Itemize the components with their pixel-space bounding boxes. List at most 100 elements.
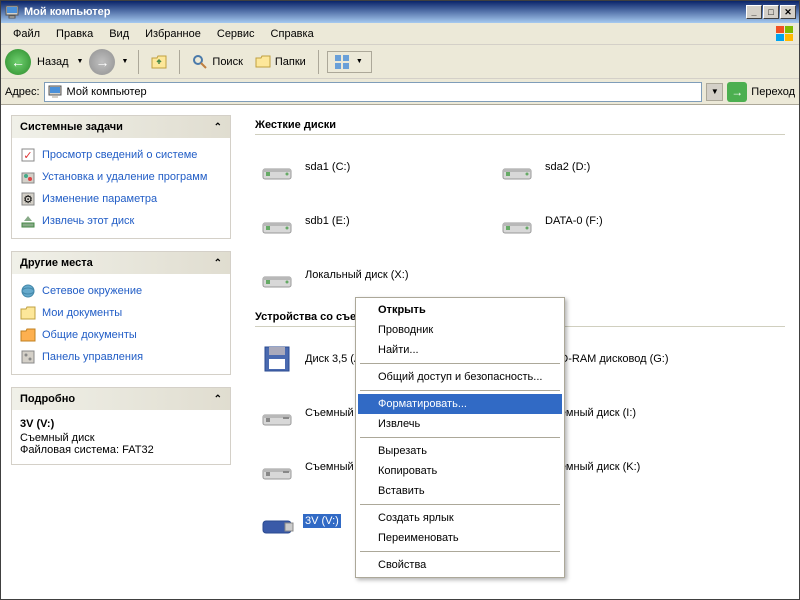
panel-link-label: Панель управления [42,351,143,363]
panel-link-label: Сетевое окружение [42,285,142,297]
drive-label: 3V (V:) [303,514,341,528]
titlebar[interactable]: Мой компьютер _ □ ✕ [1,1,799,23]
folders-icon [255,54,271,70]
group-header: Жесткие диски [255,119,785,135]
context-menu-item[interactable]: Создать ярлык [358,508,562,528]
panel-link[interactable]: Извлечь этот диск [20,210,222,232]
context-menu-item[interactable]: Общий доступ и безопасность... [358,367,562,387]
detail-type: Съемный диск [20,432,222,444]
context-menu-item[interactable]: Открыть [358,300,562,320]
panel-link-label: Мои документы [42,307,122,319]
up-button[interactable] [147,52,171,72]
chevron-up-icon: ⌃ [214,258,222,269]
panel-link[interactable]: ⚙Изменение параметра [20,188,222,210]
go-label: Переход [751,86,795,98]
panel-link-label: Общие документы [42,329,137,341]
usbdrive-icon [259,503,295,539]
views-dropdown-icon: ▼ [356,58,363,65]
address-field[interactable]: Мой компьютер [44,82,703,102]
folders-label: Папки [275,56,306,68]
panel-header[interactable]: Системные задачи⌃ [12,116,230,138]
folders-button[interactable]: Папки [251,52,310,72]
menu-item[interactable]: Файл [5,26,48,42]
shareddocs-icon [20,327,36,343]
hdd-icon [499,203,535,239]
search-button[interactable]: Поиск [188,52,246,72]
folder-up-icon [151,54,167,70]
detail-filesystem: Файловая система: FAT32 [20,444,222,456]
context-menu-separator [360,504,560,505]
sidebar-panel: Системные задачи⌃ ✓ Просмотр сведений о си… [11,115,231,239]
panel-link-label: Извлечь этот диск [42,215,134,227]
context-menu-item[interactable]: Найти... [358,340,562,360]
panel-link[interactable]: Панель управления [20,346,222,368]
context-menu-separator [360,437,560,438]
sidebar-panel: Другие места⌃ Сетевое окружение Мои докуме… [11,251,231,375]
panel-link[interactable]: Сетевое окружение [20,280,222,302]
network-icon [20,283,36,299]
detail-name: 3V (V:) [20,418,222,430]
context-menu-item[interactable]: Переименовать [358,528,562,548]
panel-header[interactable]: Подробно⌃ [12,388,230,410]
hdd-icon [259,257,295,293]
drive-item[interactable]: sda2 (D:) [495,145,735,189]
back-dropdown-icon[interactable]: ▼ [77,58,84,65]
addremove-icon [20,169,36,185]
context-menu-item[interactable]: Извлечь [358,414,562,434]
context-menu-item[interactable]: Свойства [358,555,562,575]
drive-item[interactable]: sdb1 (E:) [255,199,495,243]
menu-item[interactable]: Справка [263,26,322,42]
context-menu: ОткрытьПроводникНайти... Общий доступ и б… [355,297,565,578]
context-menu-item[interactable]: Вырезать [358,441,562,461]
close-button[interactable]: ✕ [780,5,796,19]
eject-icon [20,213,36,229]
menu-item[interactable]: Сервис [209,26,263,42]
hdd-icon [259,203,295,239]
toolbar: ← Назад ▼ → ▼ Поиск Папки ▼ [1,45,799,79]
panel-link-label: Изменение параметра [42,193,157,205]
panel-link[interactable]: ✓ Просмотр сведений о системе [20,144,222,166]
controlpanel-icon [20,349,36,365]
computer-icon [47,84,63,100]
context-menu-item[interactable]: Вставить [358,481,562,501]
floppy-icon [259,341,295,377]
minimize-button[interactable]: _ [746,5,762,19]
menu-item[interactable]: Избранное [137,26,209,42]
forward-button[interactable]: → [89,49,115,75]
panel-link[interactable]: Установка и удаление программ [20,166,222,188]
menu-item[interactable]: Вид [101,26,137,42]
windows-flag-icon [775,25,795,43]
go-button[interactable]: → [727,82,747,102]
chevron-up-icon: ⌃ [214,394,222,405]
menu-item[interactable]: Правка [48,26,101,42]
drive-item[interactable]: sda1 (C:) [255,145,495,189]
panel-link[interactable]: Мои документы [20,302,222,324]
panel-header[interactable]: Другие места⌃ [12,252,230,274]
drive-item[interactable]: DATA-0 (F:) [495,199,735,243]
context-menu-item[interactable]: Проводник [358,320,562,340]
mydocs-icon [20,305,36,321]
forward-dropdown-icon[interactable]: ▼ [121,58,128,65]
hdd-icon [259,149,295,185]
address-dropdown-button[interactable]: ▼ [706,83,723,101]
panel-link[interactable]: Общие документы [20,324,222,346]
removable-icon [259,449,295,485]
sysinfo-icon: ✓ [20,147,36,163]
menubar: ФайлПравкаВидИзбранноеСервисСправка [1,23,799,45]
drive-item[interactable]: Локальный диск (X:) [255,253,495,297]
details-panel: Подробно⌃ 3V (V:) Съемный дискФайловая сис… [11,387,231,465]
panel-link-label: Установка и удаление программ [42,171,207,183]
address-label: Адрес: [5,86,40,98]
search-label: Поиск [212,56,242,68]
context-menu-item[interactable]: Форматировать... [358,394,562,414]
search-icon [192,54,208,70]
panel-link-label: Просмотр сведений о системе [42,149,197,161]
computer-icon [4,4,20,20]
context-menu-separator [360,390,560,391]
views-button[interactable]: ▼ [327,51,372,73]
back-button[interactable]: ← [5,49,31,75]
drive-label: Локальный диск (X:) [303,268,411,282]
context-menu-item[interactable]: Копировать [358,461,562,481]
maximize-button[interactable]: □ [763,5,779,19]
drive-label: sda1 (C:) [303,160,352,174]
